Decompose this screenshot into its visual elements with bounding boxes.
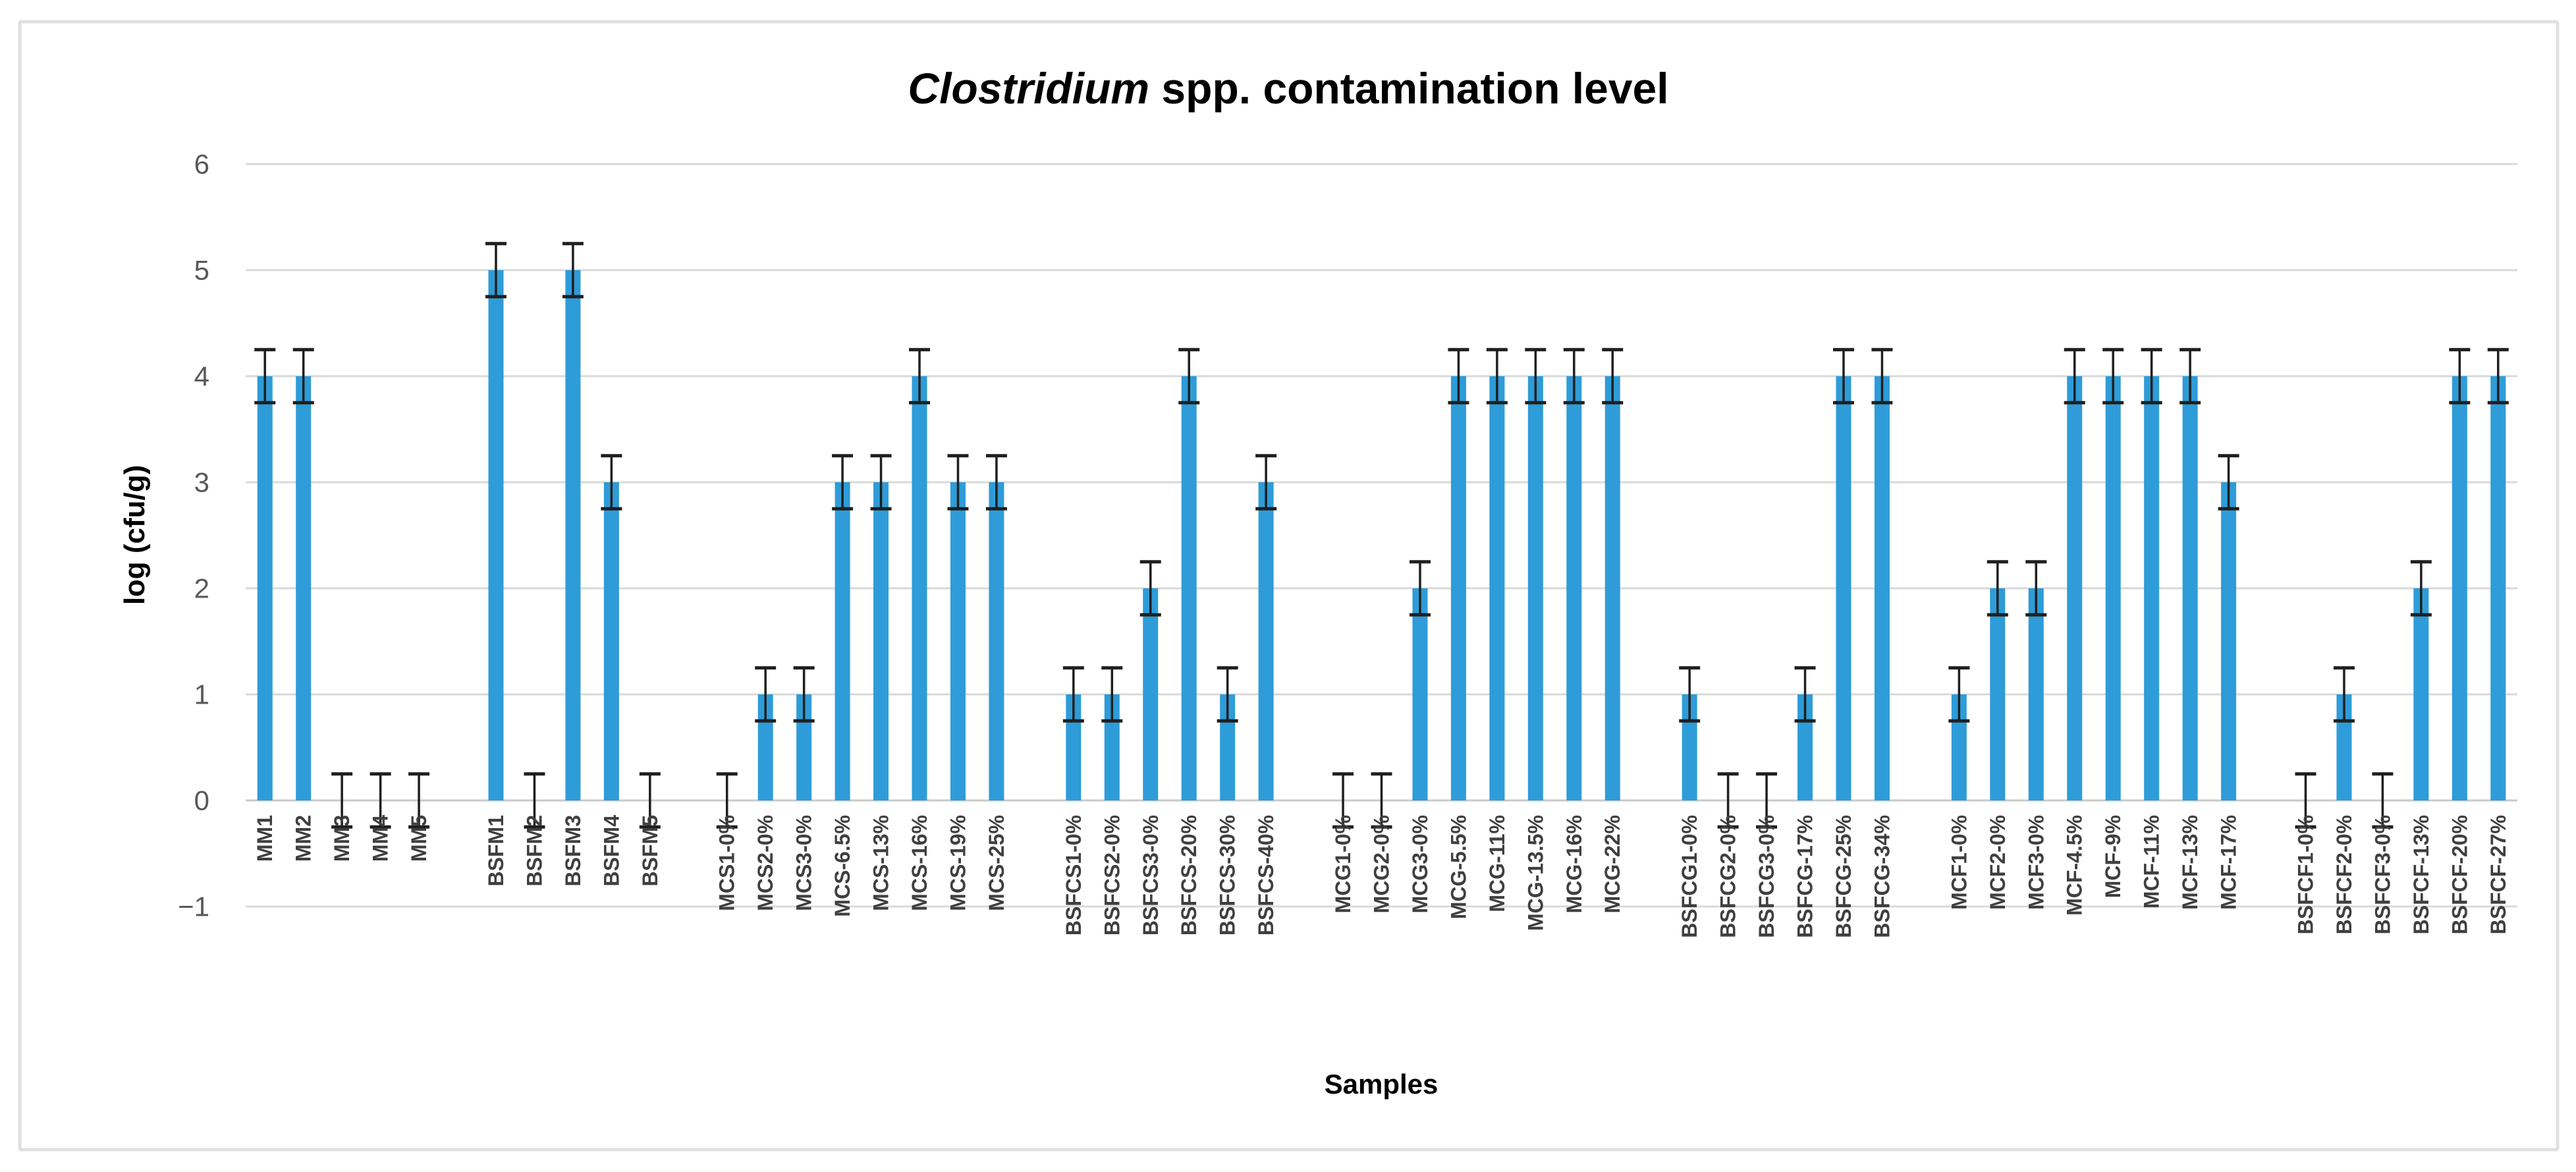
x-tick-label: BSFCS1-0% xyxy=(1062,815,1085,935)
bar-MCF-9% xyxy=(2105,376,2121,800)
y-tick-label: 1 xyxy=(194,679,209,710)
x-tick-label: BSFCF3-0% xyxy=(2370,815,2394,934)
bar-MCS-13% xyxy=(873,482,889,800)
x-tick-label: BSFCS2-0% xyxy=(1100,815,1124,935)
figure-border xyxy=(18,20,2560,1152)
x-tick-label: BSFCS-20% xyxy=(1177,815,1201,935)
x-tick-label: MCF-4.5% xyxy=(2063,815,2087,916)
x-tick-label: MM1 xyxy=(253,815,277,862)
x-tick-label: BSFM3 xyxy=(561,815,585,886)
x-tick-label: BSFCS-40% xyxy=(1254,815,1278,935)
x-tick-label: MCG-5.5% xyxy=(1446,815,1470,919)
chart-title: Clostridium spp. contamination level xyxy=(908,63,1668,113)
x-tick-label: MCS3-0% xyxy=(792,815,816,911)
x-tick-label: MCS-16% xyxy=(908,815,931,911)
bar-MCG-5.5% xyxy=(1450,376,1466,800)
bar-MCG-22% xyxy=(1604,376,1620,800)
bar-MM1 xyxy=(257,376,273,800)
bar-BSFCS-20% xyxy=(1181,376,1197,800)
x-tick-label: MCS-25% xyxy=(985,815,1008,911)
x-tick-label: MCF-17% xyxy=(2217,815,2241,910)
x-tick-label: MCF-13% xyxy=(2178,815,2202,910)
bar-MCS-25% xyxy=(989,482,1004,800)
x-tick-label: BSFCG2-0% xyxy=(1716,815,1740,938)
y-tick-label: 4 xyxy=(194,361,209,392)
bar-MCF-13% xyxy=(2182,376,2198,800)
x-tick-label: BSFCG-17% xyxy=(1794,815,1817,938)
x-tick-label: MCG2-0% xyxy=(1370,815,1394,913)
x-tick-label: BSFCS3-0% xyxy=(1139,815,1163,935)
x-tick-label: MCG-16% xyxy=(1562,815,1586,913)
bar-BSFM1 xyxy=(488,270,504,800)
bar-MCG-13.5% xyxy=(1527,376,1543,800)
y-tick-label: −1 xyxy=(178,891,209,922)
bar-MCF-17% xyxy=(2221,482,2237,800)
x-tick-label: BSFCF-27% xyxy=(2486,815,2510,934)
x-tick-label: BSFM4 xyxy=(599,815,623,887)
bar-MM2 xyxy=(296,376,312,800)
x-tick-label: BSFCF2-0% xyxy=(2332,815,2356,934)
bar-BSFCF-27% xyxy=(2490,376,2506,800)
x-tick-label: BSFCG-25% xyxy=(1832,815,1855,938)
x-tick-label: MCG-13.5% xyxy=(1523,815,1547,931)
x-tick-label: BSFCF1-0% xyxy=(2293,815,2317,934)
y-tick-label: 5 xyxy=(194,255,209,286)
bar-MCG3-0% xyxy=(1412,588,1428,800)
x-tick-label: MCF3-0% xyxy=(2024,815,2048,910)
x-tick-label: BSFCG3-0% xyxy=(1755,815,1778,938)
x-tick-label: BSFM2 xyxy=(522,815,546,886)
y-tick-label: 0 xyxy=(194,785,209,816)
bar-BSFM4 xyxy=(603,482,619,800)
x-tick-label: BSFCF-20% xyxy=(2448,815,2471,934)
x-tick-label: MCG-11% xyxy=(1485,815,1509,912)
y-tick-label: 3 xyxy=(194,467,209,498)
x-tick-label: BSFM1 xyxy=(484,815,508,886)
x-tick-label: MCS2-0% xyxy=(754,815,777,911)
chart-title-italic: Clostridium xyxy=(908,64,1150,113)
x-tick-label: MM2 xyxy=(292,815,315,862)
x-tick-label: MCS-13% xyxy=(869,815,893,911)
bar-BSFCF-20% xyxy=(2452,376,2467,800)
x-axis-title: Samples xyxy=(1324,1069,1439,1100)
x-tick-label: MCF-11% xyxy=(2140,815,2164,908)
bar-MCF-4.5% xyxy=(2067,376,2083,800)
bar-BSFM3 xyxy=(565,270,581,800)
x-tick-label: MCS1-0% xyxy=(715,815,739,911)
x-tick-label: MCF-9% xyxy=(2101,815,2125,898)
x-tick-label: MCG3-0% xyxy=(1408,815,1432,913)
x-tick-label: MM5 xyxy=(407,815,431,862)
x-tick-label: BSFCG-34% xyxy=(1870,815,1894,938)
bar-BSFCF-13% xyxy=(2413,588,2429,800)
bar-MCG-11% xyxy=(1489,376,1505,800)
bar-BSFCS3-0% xyxy=(1143,588,1159,800)
bar-BSFCG-34% xyxy=(1874,376,1890,800)
chart-title-rest: spp. contamination level xyxy=(1149,64,1669,113)
x-tick-label: MM4 xyxy=(369,815,393,862)
bar-MCF3-0% xyxy=(2028,588,2044,800)
y-tick-label: 6 xyxy=(194,149,209,180)
x-tick-label: MCF1-0% xyxy=(1947,815,1971,910)
bar-BSFCS-40% xyxy=(1258,482,1274,800)
bar-MCS-16% xyxy=(912,376,927,800)
x-tick-label: MM3 xyxy=(330,815,354,862)
y-tick-label: 2 xyxy=(194,573,209,604)
x-tick-label: BSFCG1-0% xyxy=(1678,815,1701,938)
x-tick-label: BSFM5 xyxy=(638,815,662,886)
x-tick-label: BSFCS-30% xyxy=(1216,815,1240,935)
bar-MCS-6.5% xyxy=(835,482,850,800)
bar-MCS-19% xyxy=(950,482,966,800)
bar-MCF2-0% xyxy=(1990,588,2006,800)
bar-MCG-16% xyxy=(1566,376,1582,800)
y-axis-title: log (cfu/g) xyxy=(119,464,151,605)
bar-MCF-11% xyxy=(2144,376,2160,800)
x-tick-label: BSFCF-13% xyxy=(2409,815,2433,934)
x-tick-label: MCG1-0% xyxy=(1331,815,1355,913)
bar-BSFCG-25% xyxy=(1836,376,1851,800)
x-tick-label: MCS-6.5% xyxy=(831,815,854,917)
x-tick-label: MCS-19% xyxy=(946,815,970,911)
x-tick-label: MCG-22% xyxy=(1601,815,1624,913)
x-tick-label: MCF2-0% xyxy=(1986,815,2010,910)
